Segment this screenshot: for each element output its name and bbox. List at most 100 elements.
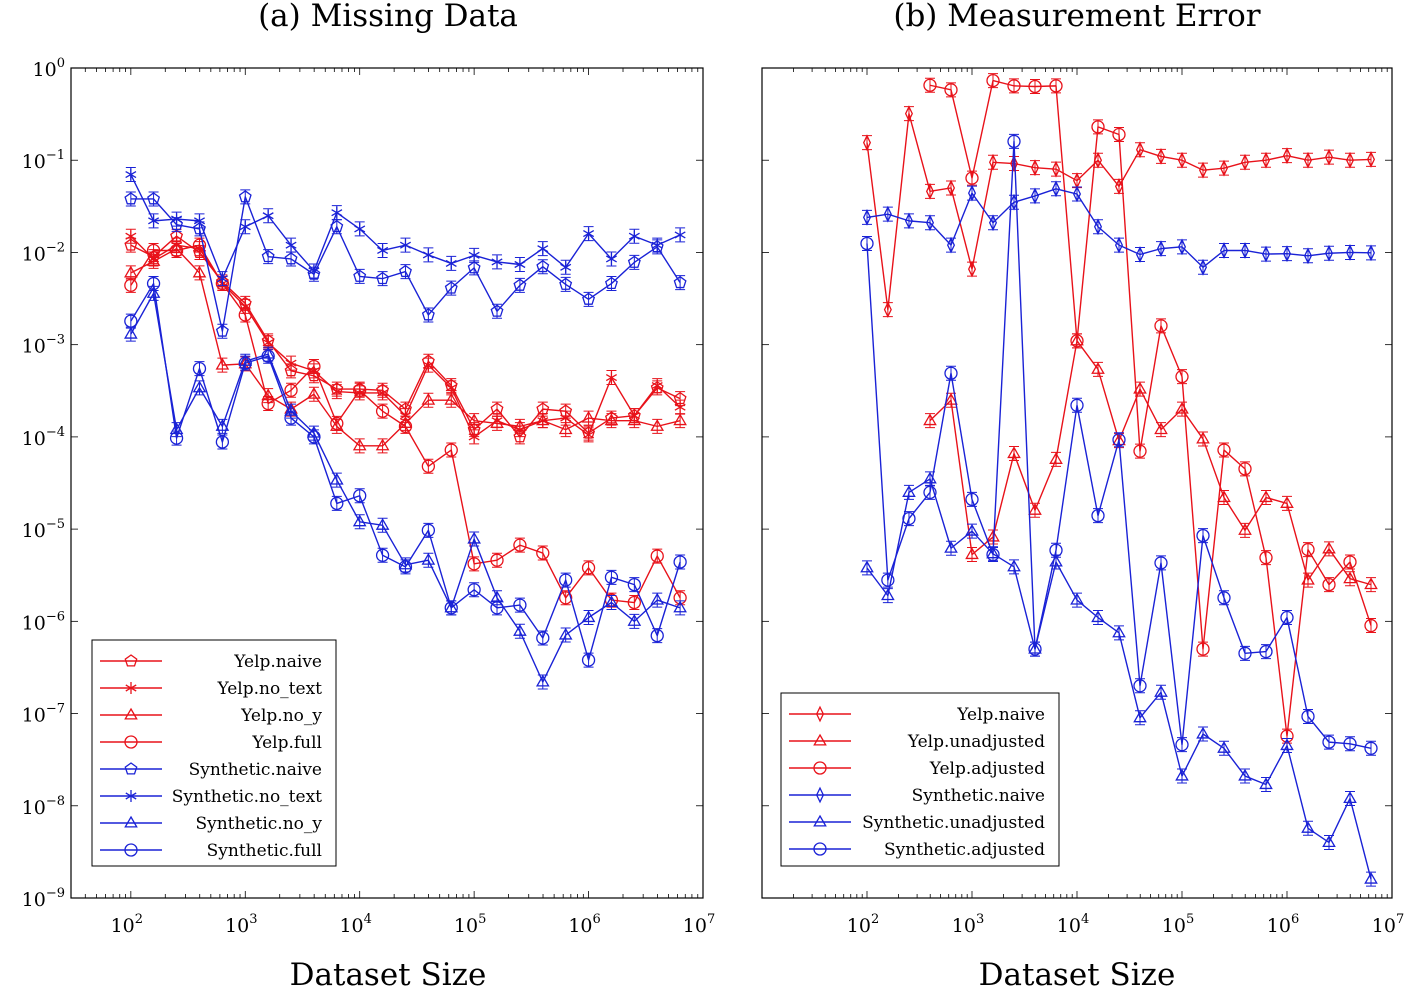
data-point — [650, 419, 665, 431]
error-bar — [1261, 550, 1271, 566]
error-bar — [1177, 737, 1187, 753]
y-tick-label: 10−7 — [22, 702, 65, 727]
error-bar — [308, 358, 319, 374]
data-point — [627, 413, 642, 426]
error-bar — [1072, 397, 1082, 413]
data-point — [605, 371, 617, 384]
y-tick-label: 10−8 — [22, 794, 65, 819]
data-point — [965, 171, 979, 185]
data-point — [124, 192, 138, 205]
data-point — [1196, 528, 1210, 543]
data-point — [124, 238, 138, 251]
data-point — [604, 413, 619, 426]
error-bar — [125, 313, 136, 329]
data-point — [1345, 151, 1355, 169]
data-point — [192, 361, 207, 376]
error-bar — [1219, 442, 1229, 458]
error-bar — [446, 442, 457, 458]
error-bar — [1009, 133, 1019, 149]
data-point — [1156, 147, 1166, 165]
error-bar — [171, 242, 182, 258]
data-point — [284, 364, 298, 377]
y-tick-label: 10−4 — [22, 425, 65, 450]
data-point — [986, 73, 1000, 88]
error-bar — [331, 495, 342, 511]
error-bar — [1114, 432, 1124, 448]
error-bar — [1219, 590, 1229, 606]
data-point — [1133, 710, 1147, 723]
data-point — [215, 435, 230, 449]
data-point — [171, 213, 183, 226]
data-point — [285, 357, 297, 370]
data-point — [883, 205, 892, 223]
data-point — [1049, 452, 1063, 464]
legend-marker — [124, 654, 138, 667]
data-point — [377, 244, 389, 257]
data-point — [923, 78, 937, 92]
data-point — [651, 239, 663, 252]
error-bar — [1051, 78, 1061, 94]
data-point — [860, 236, 874, 251]
error-bar — [148, 276, 159, 292]
data-point — [1303, 151, 1313, 169]
data-point — [354, 222, 366, 235]
data-point — [1112, 127, 1126, 142]
series-synthetic-unadjusted — [860, 471, 1378, 887]
data-point — [581, 410, 596, 423]
y-tick-label: 10−5 — [22, 517, 65, 542]
axis-ticks — [70, 67, 704, 899]
error-bar — [652, 548, 663, 564]
series-line — [130, 196, 681, 332]
legend-entry: Yelp.naive — [100, 652, 322, 672]
data-point — [535, 674, 550, 687]
legend-marker — [813, 761, 827, 775]
data-point — [1007, 559, 1021, 572]
data-point — [627, 614, 642, 626]
data-point — [674, 401, 686, 414]
data-point — [1093, 151, 1103, 169]
error-bar — [308, 429, 319, 445]
data-point — [673, 600, 687, 613]
data-point — [375, 548, 390, 562]
data-point — [944, 540, 958, 553]
data-point — [1070, 334, 1084, 348]
error-bar — [354, 488, 365, 504]
data-point — [604, 595, 619, 608]
error-bar — [148, 242, 159, 258]
error-bar — [171, 430, 182, 446]
data-point — [1238, 462, 1252, 476]
x-tick-label: 106 — [568, 912, 600, 937]
data-point — [965, 492, 979, 507]
legend-label: Yelp.no_y — [240, 706, 322, 726]
legend-entry: Synthetic.naive — [100, 760, 322, 780]
data-point — [1028, 502, 1042, 515]
x-axis-label: Dataset Size — [290, 957, 487, 990]
data-point — [490, 553, 504, 567]
error-bar — [1366, 740, 1376, 756]
data-point — [1261, 245, 1271, 263]
legend-label: Yelp.full — [251, 733, 322, 753]
legend-entry: Synthetic.naive — [789, 786, 1045, 806]
data-point — [1259, 490, 1273, 503]
data-point — [674, 228, 686, 241]
y-tick-label: 10−1 — [22, 148, 65, 173]
data-point — [331, 385, 343, 398]
data-point — [1322, 577, 1336, 592]
data-point — [1154, 685, 1168, 697]
data-point — [422, 248, 434, 261]
y-tick-label: 10−6 — [22, 609, 65, 634]
data-point — [1261, 151, 1271, 169]
x-tick-label: 107 — [1372, 912, 1404, 937]
data-point — [352, 514, 367, 527]
data-point — [399, 239, 411, 252]
data-point — [537, 242, 549, 255]
data-point — [169, 243, 184, 258]
data-point — [148, 214, 160, 227]
data-point — [513, 419, 527, 431]
data-point — [946, 179, 956, 197]
data-point — [513, 430, 527, 443]
data-point — [604, 570, 619, 584]
error-bar — [1114, 127, 1124, 143]
data-point — [261, 396, 275, 411]
